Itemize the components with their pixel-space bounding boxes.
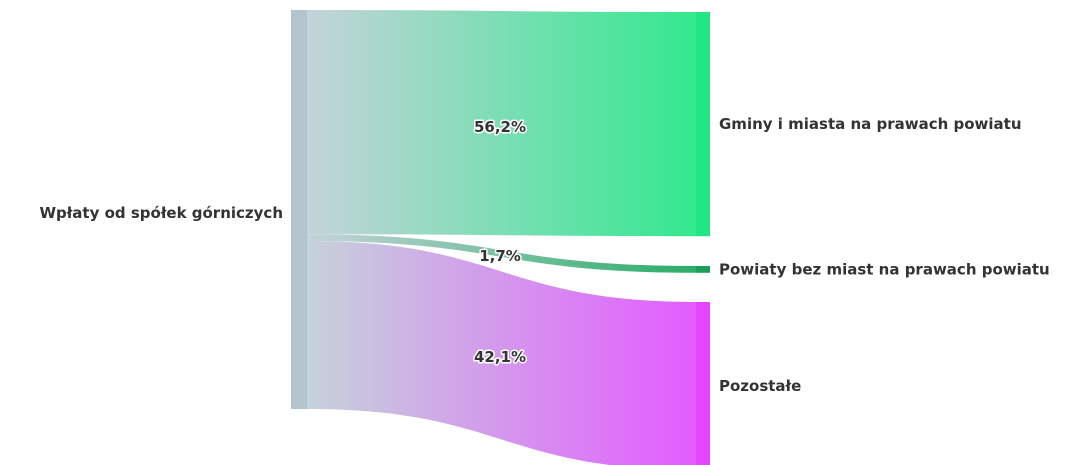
target-nodes [696,12,710,465]
flow-value-label: 1,7% [479,247,521,265]
target-label: Powiaty bez miast na prawach powiatu [719,260,1050,278]
target-node[interactable] [696,266,710,273]
flow-value-label: 56,2% [474,118,526,136]
labels-layer: Gminy i miasta na prawach powiatu 56,2% Po… [472,115,1050,395]
flow-band[interactable] [307,234,696,273]
target-label: Gminy i miasta na prawach powiatu [719,115,1022,133]
flows-layer [307,10,696,465]
flow-band[interactable] [307,241,696,465]
source-node[interactable] [291,10,307,409]
target-node[interactable] [696,302,710,465]
target-node[interactable] [696,12,710,237]
flow-value-label: 42,1% [474,348,526,366]
flow-band[interactable] [307,10,696,237]
target-label: Pozostałe [719,377,801,395]
source-label: Wpłaty od spółek górniczych [39,204,283,222]
